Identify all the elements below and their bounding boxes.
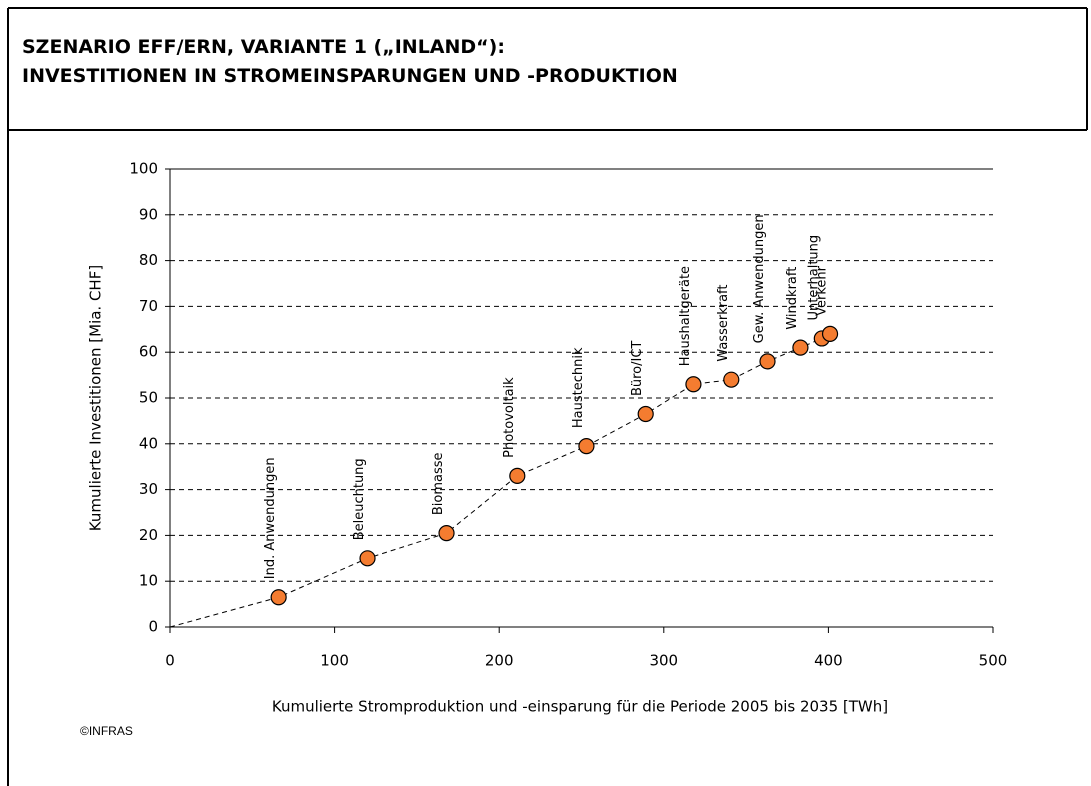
x-tick-label: 400 bbox=[814, 652, 843, 670]
y-tick-label: 70 bbox=[139, 297, 158, 315]
point bbox=[509, 467, 526, 484]
y-tick-label: 50 bbox=[139, 389, 158, 407]
point-label: Photovoltaik bbox=[502, 377, 517, 458]
x-axis-label: Kumulierte Stromproduktion und -einsparu… bbox=[272, 698, 888, 716]
chart-title: SZENARIO EFF/ERN, VARIANTE 1 („INLAND“): bbox=[22, 36, 505, 58]
x-tick-label: 300 bbox=[649, 652, 678, 670]
point-label: Haushaltgeräte bbox=[678, 266, 693, 366]
point bbox=[438, 525, 455, 542]
y-tick-label: 20 bbox=[139, 526, 158, 544]
point-label: Beleuchtung bbox=[352, 458, 367, 540]
chart-subtitle: INVESTITIONEN IN STROMEINSPARUNGEN UND -… bbox=[22, 65, 678, 87]
y-tick-label: 40 bbox=[139, 434, 158, 452]
x-tick-label: 200 bbox=[485, 652, 514, 670]
x-tick-label: 0 bbox=[165, 652, 175, 670]
point-label: Verkehr bbox=[815, 265, 830, 316]
y-tick-label: 80 bbox=[139, 251, 158, 269]
point bbox=[685, 376, 702, 393]
y-tick-label: 10 bbox=[139, 572, 158, 590]
point bbox=[359, 550, 376, 567]
x-tick-label: 100 bbox=[320, 652, 349, 670]
point-label: Gew. Anwendungen bbox=[752, 214, 767, 343]
x-tick-label: 500 bbox=[979, 652, 1008, 670]
point-label: Unterhaltung bbox=[806, 235, 821, 321]
y-tick-label: 90 bbox=[139, 205, 158, 223]
y-tick-label: 0 bbox=[148, 618, 158, 636]
point bbox=[637, 405, 654, 423]
credit: ©INFRAS bbox=[80, 724, 133, 738]
point-label: Biomasse bbox=[431, 452, 446, 515]
point-label: Wasserkraft bbox=[716, 285, 731, 362]
point bbox=[821, 325, 839, 342]
point-label: Ind. Anwendungen bbox=[263, 457, 278, 579]
y-tick-label: 100 bbox=[129, 160, 158, 178]
point bbox=[270, 589, 287, 606]
y-axis-label: Kumulierte Investitionen [Mia. CHF] bbox=[87, 265, 105, 531]
point bbox=[759, 353, 776, 370]
point bbox=[792, 339, 809, 356]
point bbox=[578, 437, 595, 455]
y-tick-label: 60 bbox=[139, 343, 158, 361]
y-tick-label: 30 bbox=[139, 480, 158, 498]
point bbox=[723, 371, 740, 388]
point-label: Büro/ICT bbox=[630, 341, 645, 396]
point-label: Windkraft bbox=[785, 267, 800, 330]
point-label: Haustechnik bbox=[571, 347, 586, 428]
